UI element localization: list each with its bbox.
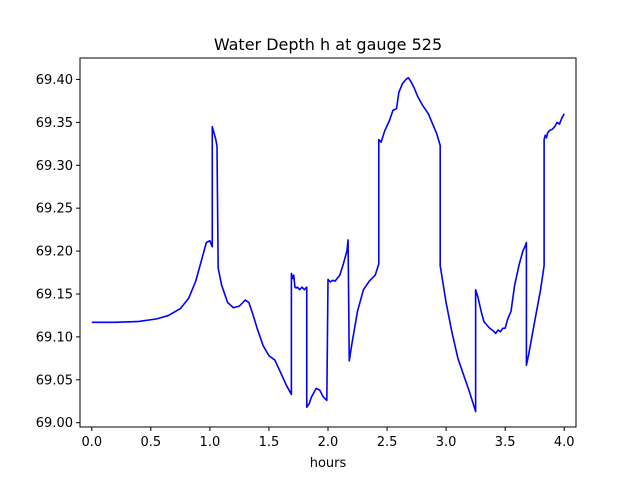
chart-title: Water Depth h at gauge 525	[214, 35, 442, 54]
y-tick-label: 69.10	[36, 330, 73, 345]
x-axis-label: hours	[310, 456, 347, 471]
y-tick-label: 69.40	[36, 73, 73, 88]
x-tick-label: 0.5	[141, 435, 162, 450]
series-line-0	[91, 76, 565, 413]
x-tick-label: 3.0	[436, 435, 457, 450]
x-tick-label: 2.5	[377, 435, 398, 450]
y-tick-label: 69.35	[36, 116, 73, 131]
x-tick-label: 1.0	[200, 435, 221, 450]
x-tick-label: 1.5	[259, 435, 280, 450]
y-tick-label: 69.15	[36, 287, 73, 302]
y-tick-label: 69.05	[36, 373, 73, 388]
y-tick-label: 69.30	[36, 159, 73, 174]
y-tick-label: 69.25	[36, 202, 73, 217]
x-tick-label: 4.0	[554, 435, 575, 450]
x-tick-label: 3.5	[495, 435, 516, 450]
y-tick-label: 69.20	[36, 245, 73, 260]
x-tick-label: 0.0	[81, 435, 102, 450]
x-axis-ticks: 0.0 0.5 1.0 1.5 2.0 2.5 3.0 3.5 4.0	[81, 427, 575, 450]
series-layer	[91, 76, 565, 413]
y-tick-label: 69.00	[36, 416, 73, 431]
y-axis-ticks: 69.00 69.05 69.10 69.15 69.20 69.25 69.30 69.35…	[36, 73, 80, 431]
x-tick-label: 2.0	[318, 435, 339, 450]
